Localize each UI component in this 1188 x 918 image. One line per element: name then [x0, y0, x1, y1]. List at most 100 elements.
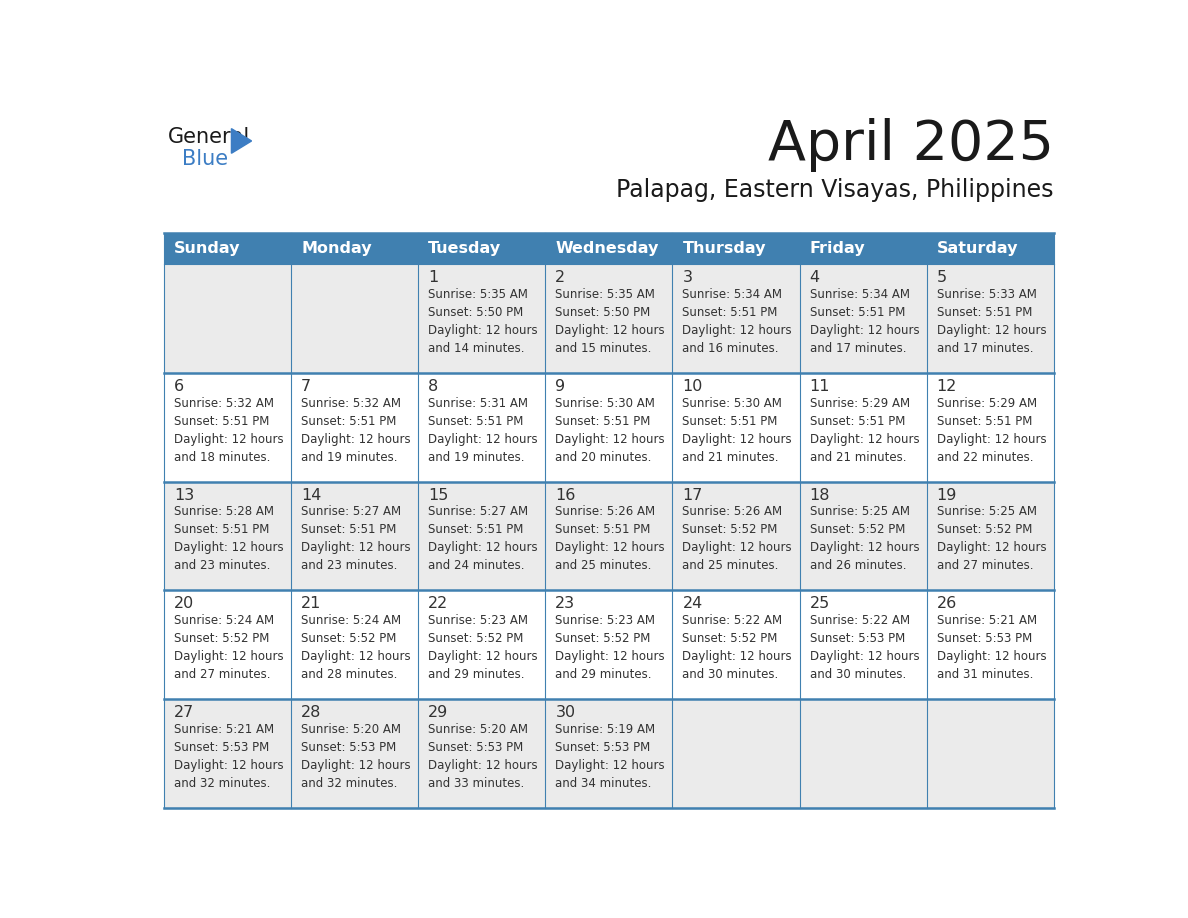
Bar [291, 699, 418, 808]
Bar [545, 482, 672, 590]
Text: Sunrise: 5:35 AM
Sunset: 5:50 PM
Daylight: 12 hours
and 15 minutes.: Sunrise: 5:35 AM Sunset: 5:50 PM Dayligh… [555, 288, 665, 355]
Bar [164, 264, 291, 373]
Bar [672, 590, 800, 699]
Text: Sunrise: 5:21 AM
Sunset: 5:53 PM
Daylight: 12 hours
and 32 minutes.: Sunrise: 5:21 AM Sunset: 5:53 PM Dayligh… [175, 723, 284, 789]
Text: 22: 22 [429, 597, 449, 611]
Text: April 2025: April 2025 [767, 118, 1054, 172]
Text: Sunrise: 5:27 AM
Sunset: 5:51 PM
Daylight: 12 hours
and 23 minutes.: Sunrise: 5:27 AM Sunset: 5:51 PM Dayligh… [302, 506, 411, 573]
Bar [418, 699, 545, 808]
Text: 27: 27 [175, 705, 195, 721]
Text: Monday: Monday [302, 241, 372, 256]
Text: Sunrise: 5:22 AM
Sunset: 5:52 PM
Daylight: 12 hours
and 30 minutes.: Sunrise: 5:22 AM Sunset: 5:52 PM Dayligh… [682, 614, 792, 681]
Bar [291, 264, 418, 373]
Bar [800, 699, 927, 808]
Text: Saturday: Saturday [936, 241, 1018, 256]
Bar [672, 373, 800, 482]
Bar [291, 233, 418, 264]
Text: 11: 11 [809, 379, 830, 394]
Bar [164, 482, 291, 590]
Bar [672, 482, 800, 590]
Text: 21: 21 [302, 597, 322, 611]
Bar [927, 264, 1054, 373]
Text: 17: 17 [682, 487, 703, 503]
Text: Sunrise: 5:31 AM
Sunset: 5:51 PM
Daylight: 12 hours
and 19 minutes.: Sunrise: 5:31 AM Sunset: 5:51 PM Dayligh… [429, 397, 538, 464]
Text: Sunrise: 5:29 AM
Sunset: 5:51 PM
Daylight: 12 hours
and 22 minutes.: Sunrise: 5:29 AM Sunset: 5:51 PM Dayligh… [936, 397, 1047, 464]
Text: 4: 4 [809, 270, 820, 285]
Bar [418, 233, 545, 264]
Text: Sunrise: 5:29 AM
Sunset: 5:51 PM
Daylight: 12 hours
and 21 minutes.: Sunrise: 5:29 AM Sunset: 5:51 PM Dayligh… [809, 397, 920, 464]
Bar [545, 264, 672, 373]
Text: Sunrise: 5:22 AM
Sunset: 5:53 PM
Daylight: 12 hours
and 30 minutes.: Sunrise: 5:22 AM Sunset: 5:53 PM Dayligh… [809, 614, 920, 681]
Text: 2: 2 [555, 270, 565, 285]
Bar [800, 373, 927, 482]
Text: Tuesday: Tuesday [429, 241, 501, 256]
Text: 9: 9 [555, 379, 565, 394]
Text: 25: 25 [809, 597, 830, 611]
Text: 14: 14 [302, 487, 322, 503]
Text: Sunday: Sunday [175, 241, 241, 256]
Text: Blue: Blue [182, 149, 228, 169]
Text: 7: 7 [302, 379, 311, 394]
Text: 13: 13 [175, 487, 195, 503]
Bar [927, 482, 1054, 590]
Text: Sunrise: 5:19 AM
Sunset: 5:53 PM
Daylight: 12 hours
and 34 minutes.: Sunrise: 5:19 AM Sunset: 5:53 PM Dayligh… [555, 723, 665, 789]
Text: 30: 30 [555, 705, 575, 721]
Bar [545, 699, 672, 808]
Polygon shape [232, 129, 252, 153]
Text: Sunrise: 5:32 AM
Sunset: 5:51 PM
Daylight: 12 hours
and 18 minutes.: Sunrise: 5:32 AM Sunset: 5:51 PM Dayligh… [175, 397, 284, 464]
Bar [164, 699, 291, 808]
Bar [672, 699, 800, 808]
Bar [418, 482, 545, 590]
Text: 10: 10 [682, 379, 703, 394]
Text: 5: 5 [936, 270, 947, 285]
Text: Sunrise: 5:35 AM
Sunset: 5:50 PM
Daylight: 12 hours
and 14 minutes.: Sunrise: 5:35 AM Sunset: 5:50 PM Dayligh… [429, 288, 538, 355]
Bar [545, 233, 672, 264]
Text: Sunrise: 5:25 AM
Sunset: 5:52 PM
Daylight: 12 hours
and 26 minutes.: Sunrise: 5:25 AM Sunset: 5:52 PM Dayligh… [809, 506, 920, 573]
Text: 8: 8 [429, 379, 438, 394]
Text: 26: 26 [936, 597, 956, 611]
Text: Thursday: Thursday [682, 241, 766, 256]
Text: 28: 28 [302, 705, 322, 721]
Bar [164, 233, 291, 264]
Bar [800, 264, 927, 373]
Text: Sunrise: 5:20 AM
Sunset: 5:53 PM
Daylight: 12 hours
and 33 minutes.: Sunrise: 5:20 AM Sunset: 5:53 PM Dayligh… [429, 723, 538, 789]
Text: Sunrise: 5:34 AM
Sunset: 5:51 PM
Daylight: 12 hours
and 17 minutes.: Sunrise: 5:34 AM Sunset: 5:51 PM Dayligh… [809, 288, 920, 355]
Text: Palapag, Eastern Visayas, Philippines: Palapag, Eastern Visayas, Philippines [617, 178, 1054, 202]
Text: Sunrise: 5:20 AM
Sunset: 5:53 PM
Daylight: 12 hours
and 32 minutes.: Sunrise: 5:20 AM Sunset: 5:53 PM Dayligh… [302, 723, 411, 789]
Bar [291, 590, 418, 699]
Bar [164, 373, 291, 482]
Text: Sunrise: 5:28 AM
Sunset: 5:51 PM
Daylight: 12 hours
and 23 minutes.: Sunrise: 5:28 AM Sunset: 5:51 PM Dayligh… [175, 506, 284, 573]
Text: Sunrise: 5:26 AM
Sunset: 5:51 PM
Daylight: 12 hours
and 25 minutes.: Sunrise: 5:26 AM Sunset: 5:51 PM Dayligh… [555, 506, 665, 573]
Text: Sunrise: 5:27 AM
Sunset: 5:51 PM
Daylight: 12 hours
and 24 minutes.: Sunrise: 5:27 AM Sunset: 5:51 PM Dayligh… [429, 506, 538, 573]
Bar [927, 699, 1054, 808]
Bar [927, 590, 1054, 699]
Text: Wednesday: Wednesday [555, 241, 659, 256]
Bar [800, 233, 927, 264]
Text: 19: 19 [936, 487, 958, 503]
Text: Sunrise: 5:34 AM
Sunset: 5:51 PM
Daylight: 12 hours
and 16 minutes.: Sunrise: 5:34 AM Sunset: 5:51 PM Dayligh… [682, 288, 792, 355]
Bar [291, 482, 418, 590]
Bar [927, 373, 1054, 482]
Bar [418, 373, 545, 482]
Text: Sunrise: 5:26 AM
Sunset: 5:52 PM
Daylight: 12 hours
and 25 minutes.: Sunrise: 5:26 AM Sunset: 5:52 PM Dayligh… [682, 506, 792, 573]
Bar [418, 590, 545, 699]
Text: Sunrise: 5:30 AM
Sunset: 5:51 PM
Daylight: 12 hours
and 21 minutes.: Sunrise: 5:30 AM Sunset: 5:51 PM Dayligh… [682, 397, 792, 464]
Text: Sunrise: 5:24 AM
Sunset: 5:52 PM
Daylight: 12 hours
and 28 minutes.: Sunrise: 5:24 AM Sunset: 5:52 PM Dayligh… [302, 614, 411, 681]
Text: 16: 16 [555, 487, 576, 503]
Bar [672, 264, 800, 373]
Bar [164, 590, 291, 699]
Text: Sunrise: 5:30 AM
Sunset: 5:51 PM
Daylight: 12 hours
and 20 minutes.: Sunrise: 5:30 AM Sunset: 5:51 PM Dayligh… [555, 397, 665, 464]
Bar [545, 590, 672, 699]
Bar [291, 373, 418, 482]
Text: 3: 3 [682, 270, 693, 285]
Text: 20: 20 [175, 597, 195, 611]
Text: 6: 6 [175, 379, 184, 394]
Bar [672, 233, 800, 264]
Bar [545, 373, 672, 482]
Bar [800, 590, 927, 699]
Bar [800, 482, 927, 590]
Text: Sunrise: 5:25 AM
Sunset: 5:52 PM
Daylight: 12 hours
and 27 minutes.: Sunrise: 5:25 AM Sunset: 5:52 PM Dayligh… [936, 506, 1047, 573]
Text: 18: 18 [809, 487, 830, 503]
Text: 23: 23 [555, 597, 575, 611]
Text: Sunrise: 5:23 AM
Sunset: 5:52 PM
Daylight: 12 hours
and 29 minutes.: Sunrise: 5:23 AM Sunset: 5:52 PM Dayligh… [429, 614, 538, 681]
